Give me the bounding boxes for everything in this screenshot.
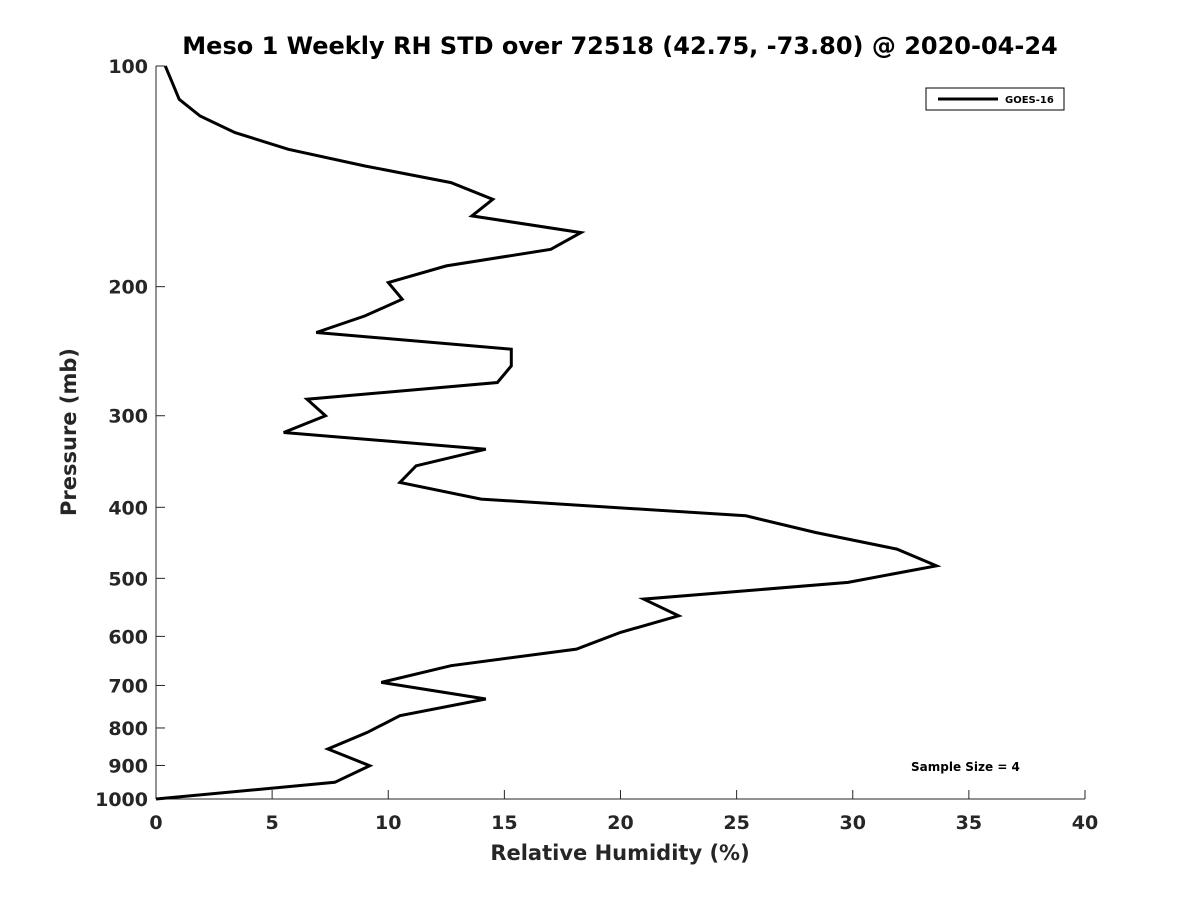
x-tick-label: 0 — [149, 812, 162, 834]
y-tick-label: 800 — [108, 718, 148, 740]
y-tick-label: 300 — [108, 406, 148, 428]
legend-label: GOES-16 — [1005, 95, 1054, 106]
y-tick-label: 100 — [108, 56, 148, 78]
y-tick-label: 1000 — [95, 789, 148, 811]
x-tick-label: 15 — [491, 812, 517, 834]
y-tick-label: 600 — [108, 626, 148, 648]
x-ticks: 0 5 10 15 20 25 30 35 40 — [149, 790, 1098, 834]
x-axis-label: Relative Humidity (%) — [490, 841, 749, 865]
legend: GOES-16 — [925, 87, 1065, 111]
x-tick-label: 20 — [607, 812, 633, 834]
x-tick-label: 25 — [723, 812, 749, 834]
x-tick-label: 5 — [266, 812, 279, 834]
y-tick-label: 900 — [108, 755, 148, 777]
y-tick-label: 500 — [108, 568, 148, 590]
y-tick-label: 400 — [108, 497, 148, 519]
sample-size-annotation: Sample Size = 4 — [911, 760, 1020, 774]
x-tick-label: 35 — [956, 812, 982, 834]
chart-title: Meso 1 Weekly RH STD over 72518 (42.75, … — [182, 32, 1057, 60]
y-ticks: 100 200 300 400 500 600 700 800 900 1000 — [95, 56, 165, 811]
y-tick-label: 200 — [108, 277, 148, 299]
x-tick-label: 30 — [840, 812, 866, 834]
series-line-goes16 — [155, 65, 942, 801]
x-tick-label: 10 — [375, 812, 401, 834]
y-tick-label: 700 — [108, 675, 148, 697]
y-axis-label: Pressure (mb) — [57, 348, 81, 516]
x-tick-label: 40 — [1072, 812, 1098, 834]
